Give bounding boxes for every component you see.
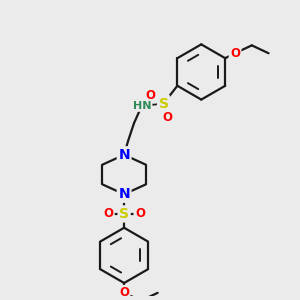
Text: O: O xyxy=(119,286,129,299)
Text: O: O xyxy=(103,208,113,220)
Text: O: O xyxy=(135,208,145,220)
Text: HN: HN xyxy=(133,100,151,110)
Text: S: S xyxy=(119,207,129,221)
Text: O: O xyxy=(230,47,240,60)
Text: O: O xyxy=(163,111,172,124)
Text: N: N xyxy=(118,148,130,162)
Text: N: N xyxy=(118,187,130,201)
Text: S: S xyxy=(159,97,169,110)
Text: O: O xyxy=(146,89,156,102)
